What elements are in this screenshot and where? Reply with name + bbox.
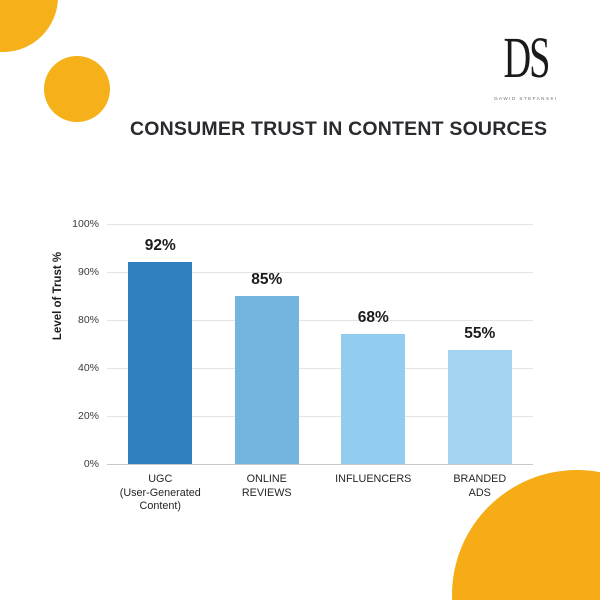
y-axis-tick-label: 0% [83, 458, 99, 470]
gridline [107, 416, 533, 417]
logo-monogram: DS [503, 25, 551, 90]
brand-logo: DS DAWID STEFANSKI [474, 25, 578, 102]
bar-value-label: 55% [464, 325, 496, 342]
y-axis-tick-label: 20% [77, 410, 99, 422]
x-axis-category-label: BRANDED ADS [453, 473, 507, 499]
bar-value-label: 85% [251, 271, 283, 288]
bar-value-label: 92% [144, 237, 176, 255]
logo-subtitle: DAWID STEFANSKI [494, 96, 558, 101]
x-axis-category-label: UGC (User-Generated Content) [119, 473, 201, 512]
bar [234, 296, 299, 464]
y-axis-tick-label: 80% [77, 314, 99, 326]
bar [128, 262, 193, 464]
gridline [107, 272, 533, 273]
chart-title: CONSUMER TRUST IN CONTENT SOURCES [130, 118, 548, 140]
y-axis-tick-label: 90% [77, 266, 99, 278]
bar [447, 350, 512, 464]
x-axis-category-label: ONLINE REVIEWS [241, 473, 292, 499]
y-axis-tick-label: 40% [77, 362, 99, 374]
gridline [107, 368, 533, 369]
x-axis-category-label: INFLUENCERS [335, 473, 412, 485]
bar-value-label: 68% [357, 309, 389, 327]
decorative-circle-accent [44, 56, 110, 122]
y-axis-tick-label: 100% [72, 218, 99, 230]
y-axis-title: Level of Trust % [52, 251, 64, 341]
gridline [107, 224, 533, 225]
bar [341, 334, 406, 464]
x-axis-line [107, 464, 533, 465]
gridline [107, 320, 533, 321]
